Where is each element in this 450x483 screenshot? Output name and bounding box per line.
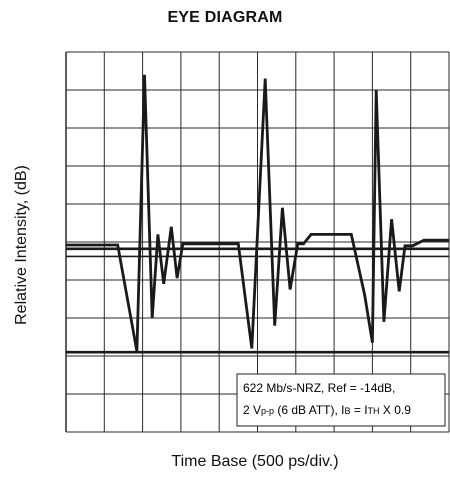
annotation: 622 Mb/s-NRZ, Ref = -14dB, 2 Vp-p (6 dB …: [236, 373, 446, 427]
annotation-sub-pp: p-p: [261, 406, 274, 416]
annotation-box: [236, 373, 446, 427]
chart-title: EYE DIAGRAM: [167, 9, 283, 26]
annotation-part: X 0.9: [380, 403, 412, 417]
annotation-part: (6 dB ATT), I: [274, 403, 344, 417]
annotation-line-1: 622 Mb/s-NRZ, Ref = -14dB,: [243, 381, 395, 395]
series-line-0: [66, 74, 449, 352]
grid: [65, 51, 450, 433]
annotation-part: 2 V: [243, 403, 261, 417]
trace-layer: [66, 74, 449, 352]
annotation-line-2: 2 Vp-p (6 dB ATT), IB = ITH X 0.9: [243, 403, 411, 417]
x-axis-label: Time Base (500 ps/div.): [171, 453, 339, 470]
annotation-part: = I: [351, 403, 368, 417]
annotation-sub-b: B: [345, 406, 351, 416]
annotation-sub-th: TH: [368, 406, 380, 416]
